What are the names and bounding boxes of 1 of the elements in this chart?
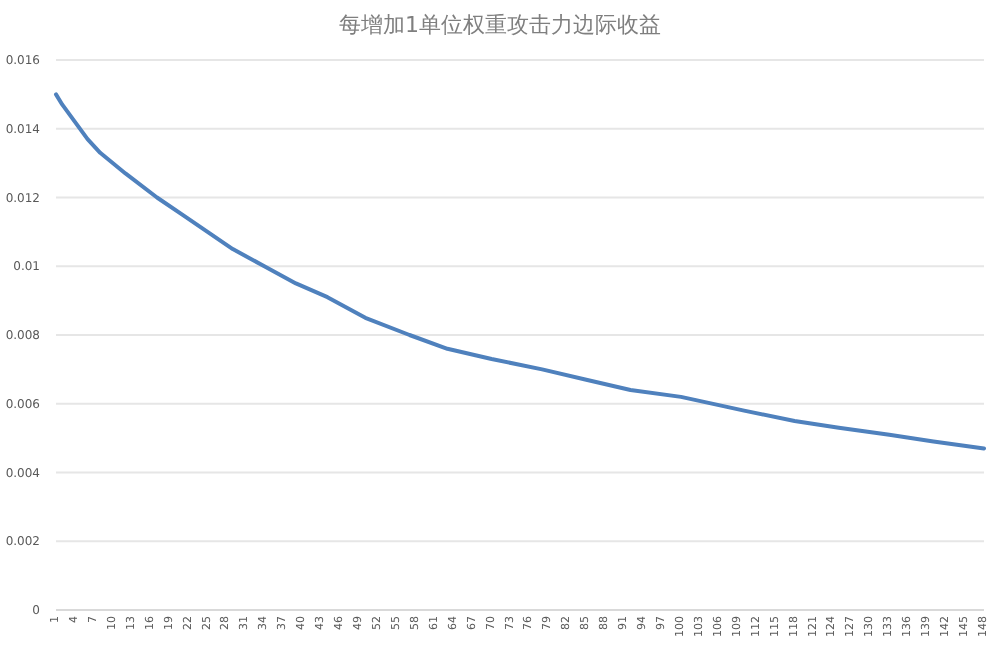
title: 每增加1单位权重攻击力边际收益 <box>339 12 661 38</box>
